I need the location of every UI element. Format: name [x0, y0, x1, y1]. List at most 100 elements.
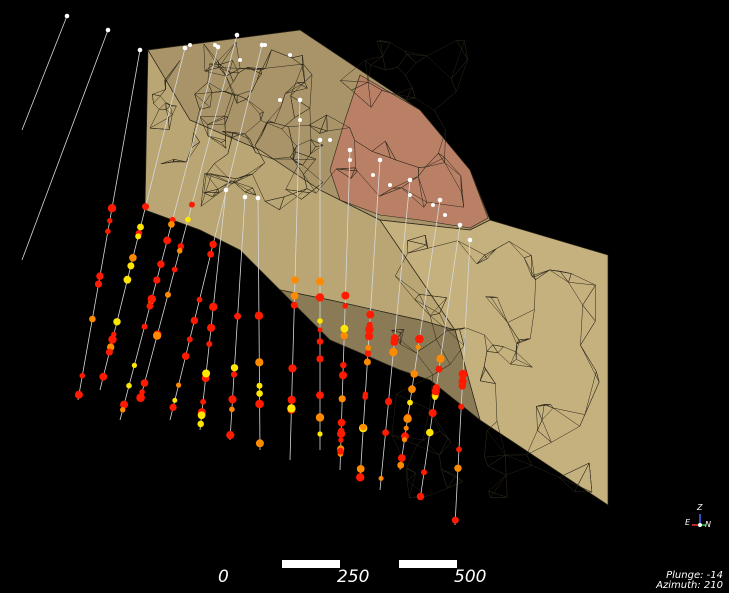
assay-marker — [397, 454, 406, 462]
assay-marker — [142, 203, 150, 211]
scale-label-500: 500 — [454, 567, 487, 587]
assay-marker — [316, 355, 324, 363]
assay-marker — [290, 301, 298, 309]
drillhole-trace — [77, 49, 141, 401]
axis-triad — [692, 514, 706, 527]
assay-marker — [234, 313, 241, 319]
collar-point — [259, 42, 265, 48]
assay-marker — [458, 377, 467, 386]
assay-marker — [364, 332, 374, 341]
axis-e-label: E — [685, 518, 691, 527]
assay-marker — [415, 344, 421, 350]
assay-marker — [120, 400, 129, 409]
assay-marker — [338, 395, 346, 403]
assay-marker — [127, 262, 135, 270]
assay-marker — [421, 469, 427, 476]
assay-marker — [120, 407, 126, 413]
assay-marker — [79, 372, 86, 379]
collar-point — [467, 237, 473, 243]
assay-marker — [181, 352, 190, 361]
assay-marker — [397, 461, 405, 469]
assay-marker — [382, 429, 389, 436]
assay-marker — [196, 296, 203, 303]
assay-marker — [291, 276, 299, 284]
assay-marker — [337, 447, 344, 455]
assay-marker — [135, 233, 142, 240]
assay-marker — [209, 240, 217, 249]
assay-marker — [339, 371, 347, 380]
assay-marker — [458, 403, 465, 410]
assay-marker — [415, 334, 424, 344]
collar-point — [263, 43, 267, 47]
assay-marker — [316, 277, 324, 286]
collar-points — [64, 13, 473, 243]
azimuth-readout: Azimuth: 210 — [656, 580, 723, 591]
assay-marker — [176, 248, 183, 254]
assay-marker — [378, 475, 384, 481]
collar-point — [457, 222, 463, 228]
assay-marker — [389, 347, 398, 357]
assay-marker — [230, 364, 239, 372]
assay-marker — [432, 394, 438, 400]
collar-point — [347, 147, 353, 153]
assay-marker — [169, 403, 177, 411]
collar-point — [431, 203, 435, 207]
assay-marker — [108, 335, 117, 344]
drillhole-trace — [339, 149, 351, 471]
assay-marker — [99, 372, 108, 381]
assay-marker — [137, 223, 144, 231]
assay-marker — [255, 399, 264, 409]
assay-marker — [363, 358, 371, 366]
collar-point — [188, 43, 192, 47]
assay-marker — [176, 382, 182, 388]
assay-marker — [207, 323, 216, 332]
collar-point — [255, 195, 261, 201]
collar-point — [408, 193, 412, 197]
assay-markers — [74, 201, 468, 524]
assay-marker — [436, 354, 445, 363]
assay-marker — [435, 365, 443, 373]
assay-marker — [141, 323, 148, 330]
assay-marker — [416, 492, 425, 501]
assay-marker — [356, 473, 365, 482]
assay-marker — [146, 302, 154, 310]
assay-marker — [157, 260, 165, 268]
assay-marker — [207, 250, 215, 258]
assay-marker — [168, 221, 175, 228]
scale-label-0: 0 — [218, 567, 229, 587]
assay-marker — [230, 371, 238, 378]
assay-marker — [403, 414, 412, 423]
assay-marker — [74, 390, 83, 399]
collar-point — [407, 177, 413, 183]
assay-marker — [454, 464, 462, 472]
assay-marker — [197, 411, 206, 420]
assay-marker — [172, 397, 178, 403]
assay-marker — [202, 369, 211, 378]
assay-marker — [123, 275, 132, 284]
collar-point — [388, 183, 392, 187]
assay-marker — [153, 331, 162, 340]
drillhole-trace — [21, 15, 68, 131]
assay-marker — [129, 253, 137, 262]
scale-label-250: 250 — [337, 567, 370, 587]
assay-marker — [177, 243, 184, 250]
collar-point — [443, 213, 447, 217]
assay-marker — [206, 341, 213, 347]
assay-marker — [359, 423, 367, 431]
assay-marker — [105, 348, 113, 356]
axis-n-label: N — [705, 520, 711, 529]
assay-marker — [340, 361, 347, 369]
assay-marker — [186, 336, 193, 343]
assay-marker — [96, 272, 104, 280]
assay-marker — [107, 218, 113, 224]
collar-point — [377, 157, 383, 163]
drillhole-trace — [21, 29, 109, 261]
assay-marker — [407, 399, 413, 406]
assay-marker — [315, 413, 325, 422]
assay-marker — [256, 390, 263, 397]
assay-marker — [113, 318, 121, 326]
assay-marker — [340, 324, 349, 333]
assay-marker — [317, 327, 323, 333]
